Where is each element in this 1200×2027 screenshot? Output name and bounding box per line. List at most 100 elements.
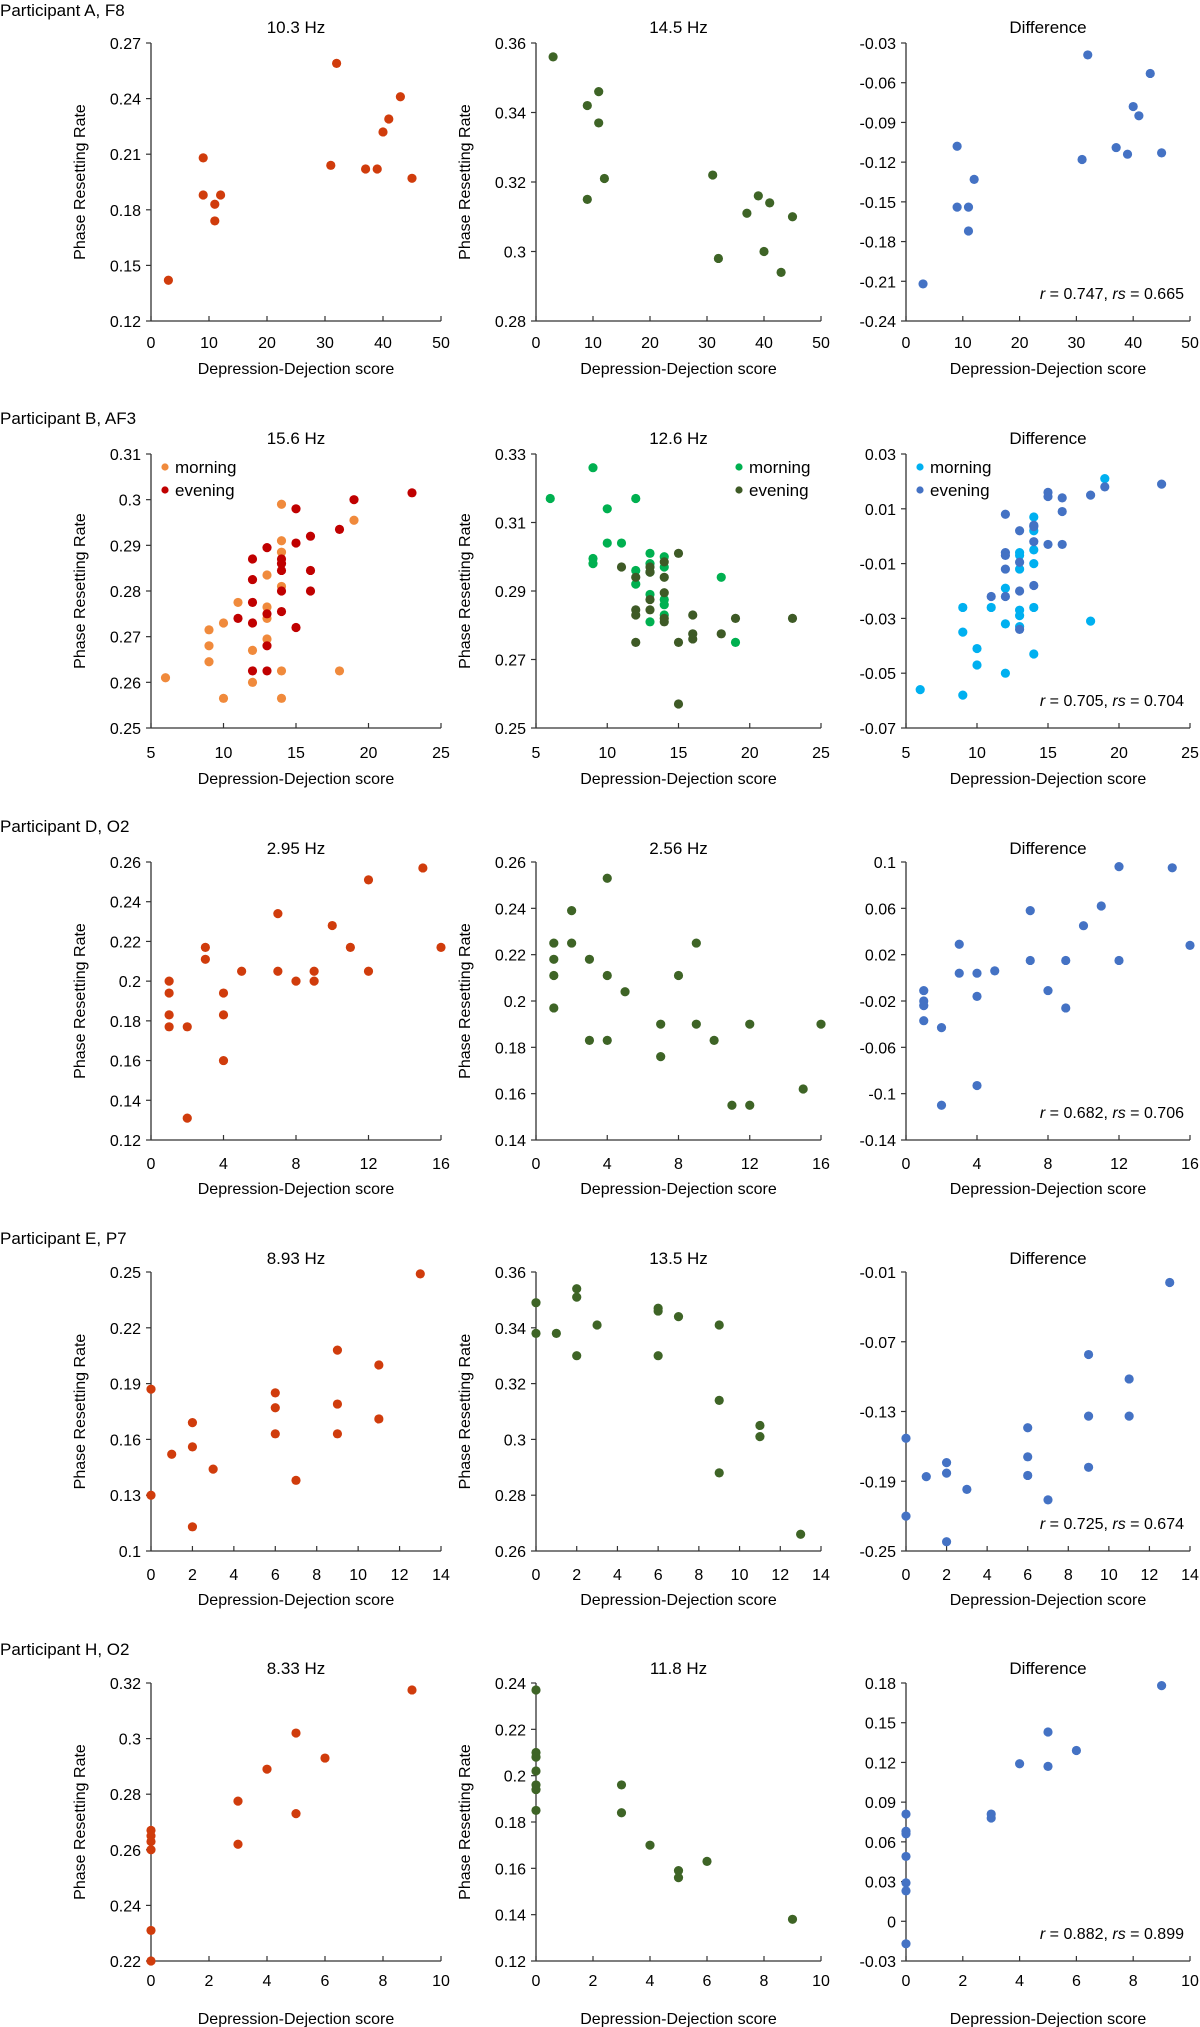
data-point: [216, 190, 226, 200]
series-evening: [986, 479, 1167, 634]
y-axis-label: Phase Resetting Rate: [457, 923, 474, 1079]
data-point: [233, 597, 243, 608]
data-point: [901, 1809, 911, 1819]
annotation-r-label: r: [1040, 1926, 1046, 1943]
annotation-rs-value: 0.899: [1144, 1926, 1184, 1943]
data-point: [374, 1360, 384, 1370]
data-point: [291, 1728, 301, 1738]
y-tick-label: 0.14: [110, 1093, 141, 1110]
x-tick-label: 20: [741, 745, 759, 762]
data-point: [620, 987, 630, 997]
data-point: [691, 1019, 701, 1029]
x-tick-label: 0: [147, 335, 156, 352]
data-point: [730, 637, 741, 647]
scatter-panel: 11.8 Hz 0.12 0.14 0.16 0.18 0.2 0.22 0.24 0 2 4 6 8 1…: [457, 1659, 830, 2027]
x-tick-label: 20: [360, 745, 378, 762]
data-point: [941, 1468, 952, 1478]
annotation-rs-label: rs: [1112, 286, 1125, 303]
data-point: [187, 1522, 198, 1532]
participant-label: Participant H, O2: [0, 1640, 130, 1659]
data-point: [1043, 985, 1053, 996]
data-point: [798, 1084, 808, 1094]
x-axis-label: Depression-Dejection score: [950, 361, 1147, 378]
panel-title: 14.5 Hz: [649, 18, 708, 37]
data-point: [1043, 1727, 1053, 1737]
y-tick-label: 0.15: [110, 258, 141, 275]
y-tick-label: 0.18: [495, 1040, 526, 1057]
data-point: [716, 572, 726, 582]
y-axis-label: Phase Resetting Rate: [72, 513, 89, 669]
y-tick-label: 0.13: [110, 1488, 141, 1505]
data-point: [276, 586, 287, 596]
y-axis-label: Phase Resetting Rate: [457, 513, 474, 669]
data-point: [1083, 1411, 1094, 1421]
data-point: [1100, 474, 1110, 484]
data-point: [594, 118, 604, 128]
y-tick-label: 0.26: [495, 855, 526, 872]
data-point: [262, 666, 272, 676]
x-tick-label: 4: [646, 1973, 655, 1990]
x-tick-label: 8: [379, 1973, 388, 1990]
y-tick-label: 0.32: [495, 1377, 526, 1394]
data-point: [1029, 522, 1039, 532]
data-point: [164, 976, 174, 986]
legend-marker: [161, 463, 169, 471]
y-axis-label: Phase Resetting Rate: [72, 1744, 89, 1900]
data-point: [1096, 901, 1106, 911]
data-point: [200, 954, 210, 964]
data-point: [602, 538, 612, 548]
data-point: [986, 1813, 996, 1823]
y-tick-label: -0.06: [860, 1040, 897, 1057]
data-point: [714, 1395, 724, 1405]
y-tick-label: -0.03: [860, 611, 897, 628]
panel-title: 11.8 Hz: [650, 1659, 707, 1678]
data-point: [334, 666, 345, 676]
data-point: [273, 909, 283, 919]
x-tick-label: 10: [432, 1973, 450, 1990]
data-point: [1043, 1761, 1053, 1771]
x-tick-label: 10: [1100, 1567, 1118, 1584]
data-point: [901, 1829, 911, 1839]
y-tick-label: 0.32: [495, 175, 526, 192]
participant-row-chart: 15.6 Hz 0.25 0.26 0.27 0.28 0.29 0.3 0.31 5 10 15 2…: [72, 429, 1199, 788]
data-point: [247, 597, 258, 608]
y-tick-label: -0.05: [860, 666, 897, 683]
y-tick-label: 0: [887, 1914, 896, 1931]
data-point: [262, 1764, 272, 1774]
data-point: [237, 966, 247, 976]
data-point: [218, 988, 229, 998]
data-point: [1023, 1470, 1033, 1481]
data-point: [164, 988, 174, 998]
y-tick-label: -0.07: [860, 721, 897, 738]
x-tick-label: 40: [755, 335, 773, 352]
data-point: [702, 1856, 712, 1866]
data-point: [1000, 564, 1011, 574]
y-tick-label: 0.18: [110, 203, 141, 220]
x-tick-label: 12: [741, 1156, 759, 1173]
data-point: [210, 216, 220, 226]
y-tick-label: 0.12: [865, 1755, 896, 1772]
data-point: [776, 267, 786, 277]
data-point: [270, 1403, 280, 1413]
y-tick-label: 0.24: [495, 1676, 526, 1693]
y-axis-label: Phase Resetting Rate: [72, 104, 89, 260]
x-axis-label: Depression-Dejection score: [198, 1592, 395, 1609]
annotation-rs-label: rs: [1112, 1926, 1125, 1943]
data-point: [1114, 862, 1124, 872]
x-tick-label: 5: [902, 745, 911, 762]
data-point: [572, 1351, 582, 1361]
data-point: [305, 531, 316, 541]
x-tick-label: 8: [674, 1156, 683, 1173]
data-point: [208, 1464, 218, 1474]
data-point: [1083, 1462, 1094, 1472]
data-point: [326, 160, 336, 170]
scatter-panel: 2.56 Hz 0.14 0.16 0.18 0.2 0.22 0.24 0.26 0 4 8 12 1…: [457, 839, 830, 1198]
x-tick-label: 4: [1015, 1973, 1024, 1990]
data-point: [1000, 619, 1011, 629]
data-point: [727, 1100, 737, 1110]
data-point: [210, 199, 220, 209]
series-all: [146, 1685, 417, 1966]
data-point: [990, 966, 1000, 976]
y-tick-label: 0.18: [110, 1014, 141, 1031]
data-point: [602, 1035, 612, 1045]
